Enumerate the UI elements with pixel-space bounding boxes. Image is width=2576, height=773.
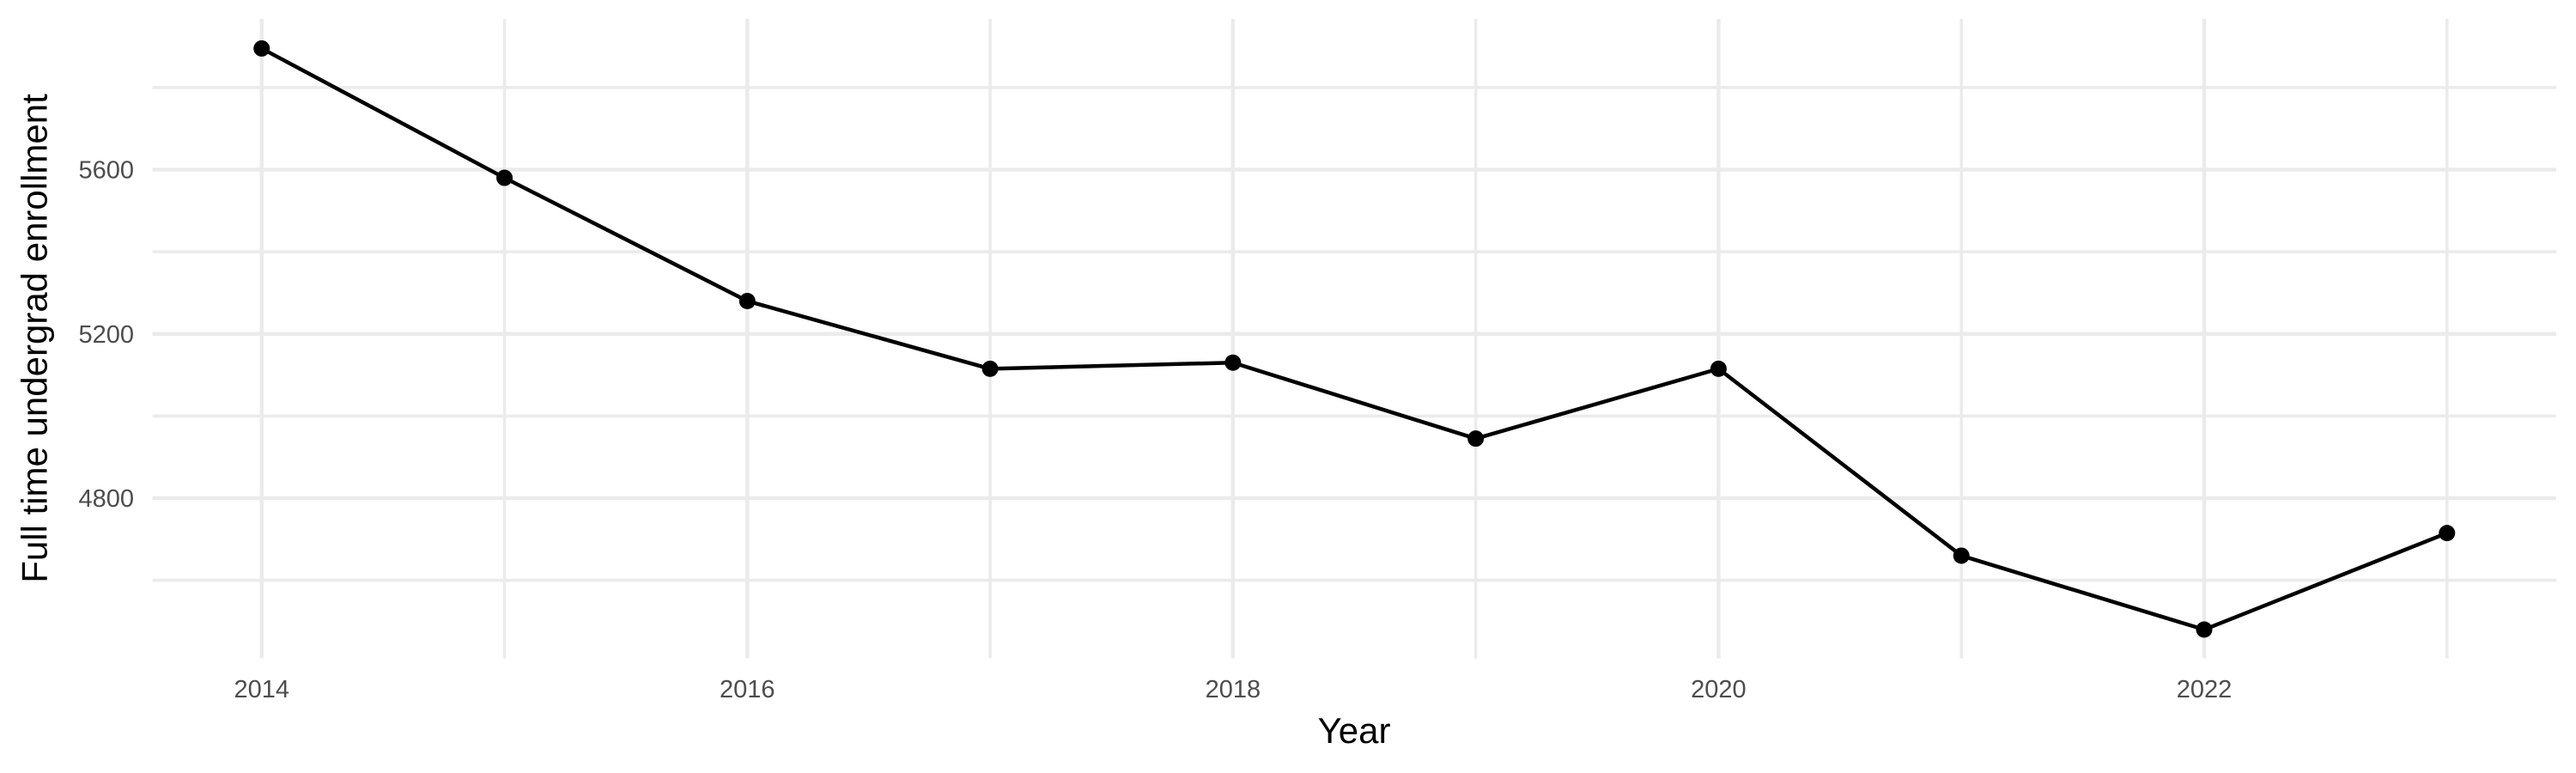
x-tick-label: 2014 xyxy=(234,676,289,703)
x-tick-label: 2018 xyxy=(1206,676,1261,703)
data-line xyxy=(260,46,2448,632)
x-tick-label: 2022 xyxy=(2177,676,2233,703)
data-point xyxy=(2196,621,2213,638)
minor-gridlines xyxy=(152,19,2556,659)
data-point xyxy=(1224,354,1242,371)
x-tick-label: 2020 xyxy=(1691,676,1747,703)
y-tick-label: 4800 xyxy=(78,485,134,513)
data-point xyxy=(496,169,513,186)
x-axis-title: Year xyxy=(1318,710,1391,751)
y-tick-label: 5200 xyxy=(78,321,134,349)
x-axis-tick-labels: 2014 2016 2018 2020 2022 xyxy=(234,676,2232,703)
y-tick-label: 5600 xyxy=(78,157,134,185)
y-axis-title: Full time undergrad enrollment xyxy=(15,94,55,583)
data-point xyxy=(253,40,270,57)
data-point xyxy=(738,292,756,309)
major-gridlines xyxy=(152,19,2556,659)
data-point xyxy=(1953,547,1970,564)
data-point xyxy=(981,360,999,377)
data-point xyxy=(1710,360,1727,377)
data-points xyxy=(253,40,2456,638)
data-point xyxy=(2439,525,2456,542)
x-tick-label: 2016 xyxy=(720,676,775,703)
data-point xyxy=(1467,430,1485,447)
y-axis-tick-labels: 4800 5200 5600 xyxy=(78,157,134,514)
